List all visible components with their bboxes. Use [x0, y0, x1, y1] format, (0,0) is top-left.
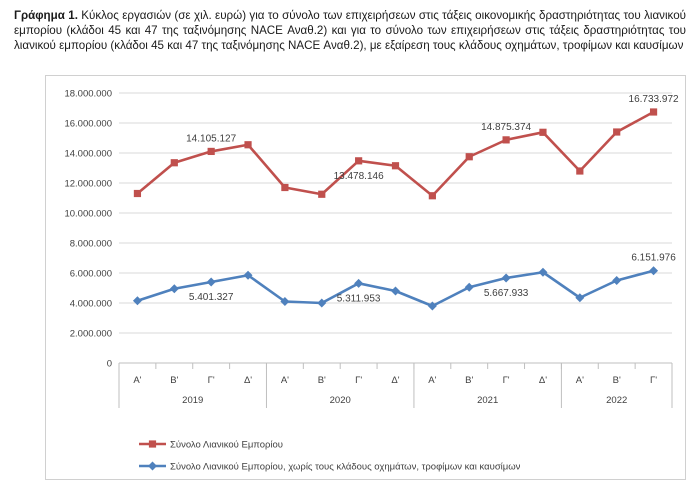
data-point	[538, 267, 548, 277]
data-point	[539, 128, 547, 136]
data-point	[612, 276, 622, 285]
data-point	[133, 189, 142, 198]
data-point	[464, 282, 474, 292]
data-point	[649, 266, 659, 276]
quarter-label: Α'	[281, 375, 289, 386]
legend-swatch-marker	[148, 461, 157, 471]
quarter-label: Β'	[465, 375, 473, 386]
year-label: 2022	[606, 395, 627, 406]
year-label: 2019	[182, 395, 203, 406]
data-point	[576, 167, 584, 175]
data-point	[206, 277, 216, 287]
data-label: 5.667.933	[484, 288, 529, 299]
year-label: 2021	[477, 395, 498, 406]
quarter-label: Α'	[428, 375, 436, 386]
data-point	[169, 284, 179, 294]
line-chart: 0 2.000.000 4.000.000 6.000.000 8.000.000 10.…	[64, 89, 679, 473]
y-tick-label: 10.000.000	[64, 209, 112, 220]
data-point	[317, 298, 327, 308]
data-label: 14.875.374	[481, 122, 531, 133]
quarter-label: Α'	[133, 375, 141, 386]
quarter-label: Δ'	[391, 375, 399, 386]
legend-label: Σύνολο Λιανικού Εμπορίου	[170, 440, 283, 451]
y-tick-label: 2.000.000	[70, 329, 112, 340]
year-label: 2020	[330, 395, 351, 406]
quarter-label: Δ'	[244, 375, 252, 386]
caption-text: Κύκλος εργασιών (σε χιλ. ευρώ) για το σύ…	[14, 9, 686, 53]
y-tick-label: 16.000.000	[64, 119, 112, 130]
data-point	[354, 278, 364, 288]
data-label: 16.733.972	[629, 94, 679, 105]
data-point	[170, 159, 178, 167]
data-label: 14.105.127	[186, 133, 236, 144]
data-label: 6.151.976	[631, 253, 676, 264]
data-point	[649, 108, 658, 116]
quarter-label: Γ'	[355, 375, 362, 386]
data-point	[355, 157, 363, 165]
y-tick-label: 14.000.000	[64, 149, 112, 160]
data-point	[280, 297, 290, 306]
data-label: 5.401.327	[189, 292, 234, 303]
quarter-label: Β'	[613, 375, 621, 386]
data-label: 13.478.146	[334, 171, 384, 182]
chart-area: 0 2.000.000 4.000.000 6.000.000 8.000.000 10.…	[45, 75, 686, 480]
y-tick-label: 4.000.000	[70, 299, 112, 310]
quarter-label: Δ'	[539, 375, 547, 386]
data-point	[207, 147, 215, 156]
caption-prefix: Γράφημα 1.	[14, 9, 78, 22]
y-tick-label: 18.000.000	[64, 89, 112, 100]
quarter-label: Β'	[318, 375, 326, 386]
data-point	[281, 183, 289, 192]
data-point	[575, 293, 585, 303]
y-tick-label: 0	[107, 359, 112, 370]
quarter-label: Α'	[576, 375, 584, 386]
figure-caption: Γράφημα 1. Κύκλος εργασιών (σε χιλ. ευρώ…	[14, 8, 686, 54]
quarter-label: Γ'	[650, 375, 657, 386]
legend-swatch-marker	[148, 440, 157, 448]
quarter-label: Β'	[170, 375, 178, 386]
legend-label: Σύνολο Λιανικού Εμπορίου, χωρίς τους κλά…	[170, 462, 521, 473]
quarter-label: Γ'	[503, 375, 510, 386]
data-point	[501, 273, 511, 283]
data-point	[132, 296, 142, 306]
data-point	[465, 153, 473, 161]
y-tick-label: 8.000.000	[70, 239, 112, 250]
y-tick-label: 6.000.000	[70, 269, 112, 280]
data-point	[502, 136, 510, 144]
data-point	[318, 190, 326, 198]
y-tick-label: 12.000.000	[64, 179, 112, 190]
data-label: 5.311.953	[337, 293, 381, 304]
data-point	[391, 162, 400, 170]
data-point	[428, 192, 436, 200]
data-point	[244, 141, 252, 149]
data-point	[427, 301, 437, 311]
data-point	[391, 286, 400, 296]
data-point	[613, 128, 621, 136]
data-point	[243, 270, 253, 280]
quarter-label: Γ'	[208, 375, 215, 386]
